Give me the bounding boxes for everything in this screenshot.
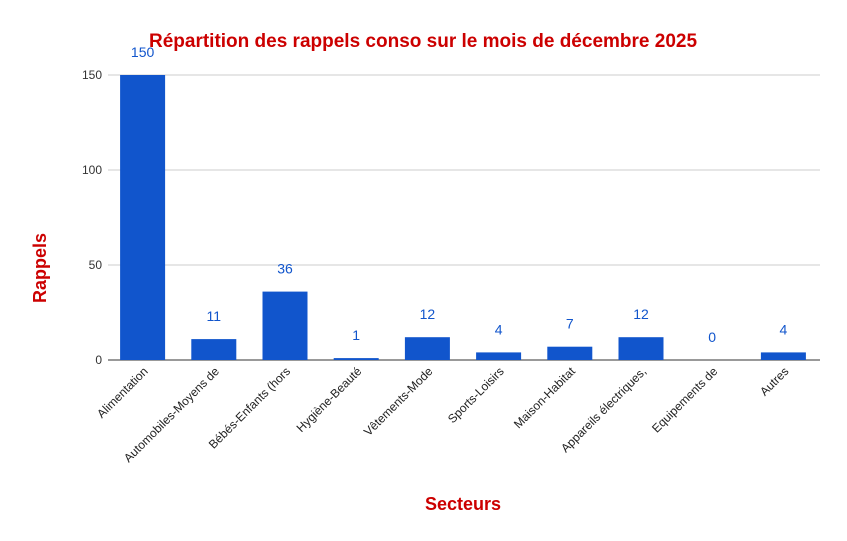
- y-tick-label: 100: [82, 163, 102, 177]
- x-axis-label: Secteurs: [425, 494, 501, 514]
- x-tick-label: Hygiène-Beauté: [294, 364, 365, 435]
- bar: [120, 75, 166, 360]
- y-axis-label: Rappels: [30, 233, 50, 303]
- data-label: 150: [131, 44, 155, 60]
- data-label: 4: [495, 321, 503, 337]
- x-tick-label: Bébés-Enfants (hors: [206, 364, 293, 451]
- x-tick-label: Maison-Habitat: [511, 364, 578, 431]
- x-tick-label: Vêtements-Mode: [361, 364, 436, 439]
- y-tick-label: 150: [82, 68, 102, 82]
- data-label: 1: [352, 327, 360, 343]
- bar: [191, 339, 237, 360]
- x-tick-label: Alimentation: [94, 364, 151, 421]
- x-tick-label: Equipements de: [649, 364, 720, 435]
- bar: [404, 337, 450, 360]
- y-tick-label: 0: [95, 353, 102, 367]
- data-label: 4: [780, 321, 788, 337]
- bar: [760, 352, 806, 360]
- chart-title: Répartition des rappels conso sur le moi…: [149, 31, 697, 52]
- data-label: 12: [420, 306, 436, 322]
- data-label: 36: [277, 261, 293, 277]
- data-label: 12: [633, 306, 649, 322]
- y-tick-label: 50: [89, 258, 103, 272]
- bar: [262, 291, 308, 360]
- x-tick-label: Autres: [757, 364, 791, 398]
- data-label: 0: [708, 329, 716, 345]
- x-tick-label: Sports-Loisirs: [445, 364, 507, 426]
- bar: [476, 352, 522, 360]
- bar: [618, 337, 664, 360]
- data-label: 7: [566, 316, 574, 332]
- bar: [547, 346, 593, 360]
- bar: [333, 358, 379, 360]
- data-label: 11: [207, 308, 222, 324]
